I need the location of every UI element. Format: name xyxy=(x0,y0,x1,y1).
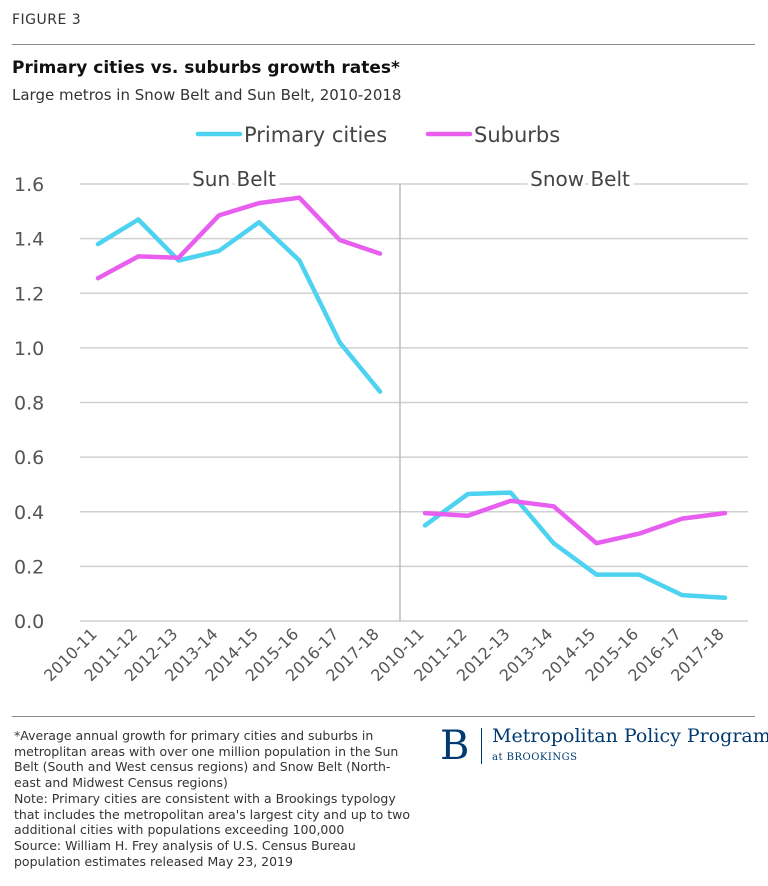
y-tick-label: 1.6 xyxy=(14,174,44,196)
panel-title: Sun Belt xyxy=(192,167,276,191)
footnote-line: population estimates released May 23, 20… xyxy=(14,853,293,869)
footnote-line: additional cities with populations excee… xyxy=(14,822,345,838)
y-tick-label: 0.6 xyxy=(14,447,44,469)
chart-subtitle: Large metros in Snow Belt and Sun Belt, … xyxy=(12,86,402,104)
logo-separator xyxy=(481,728,482,764)
chart-title: Primary cities vs. suburbs growth rates* xyxy=(12,58,400,78)
footnote-line: *Average annual growth for primary citie… xyxy=(14,728,374,743)
footnote-line: Source: William H. Frey analysis of U.S.… xyxy=(14,837,356,853)
y-tick-label: 1.4 xyxy=(14,229,44,251)
figure-label: FIGURE 3 xyxy=(12,12,82,28)
bottom-divider xyxy=(12,716,755,717)
footnote-line: metroplitan areas with over one million … xyxy=(14,743,399,759)
series-line-suburbs xyxy=(422,498,728,546)
y-tick-label: 1.0 xyxy=(14,338,44,360)
footnote-line: that includes the metropolitan area's la… xyxy=(14,806,410,822)
footnote-line: east and Midwest Census regions) xyxy=(14,775,228,791)
footnote-line: Belt (South and West census regions) and… xyxy=(14,759,391,775)
series-line-primary-cities xyxy=(422,490,728,601)
y-tick-label: 0.4 xyxy=(14,502,44,524)
series-line-primary-cities xyxy=(95,217,383,394)
logo-subtitle: at BROOKINGS xyxy=(492,752,578,763)
y-tick-label: 1.2 xyxy=(14,283,44,305)
footnote: *Average annual growth for primary citie… xyxy=(14,728,424,869)
footnote-line: Note: Primary cities are consistent with… xyxy=(14,790,396,806)
logo-program-name: Metropolitan Policy Program xyxy=(492,725,768,747)
series-line-suburbs xyxy=(95,195,383,281)
top-divider xyxy=(12,44,755,45)
brookings-b-logo-icon: B xyxy=(440,723,470,769)
y-tick-label: 0.2 xyxy=(14,556,44,578)
line-chart: 0.0 0.2 0.4 0.6 0.8 1.0 1.2 1.4 1.6 Primary citie… xyxy=(14,123,748,685)
panel-title: Snow Belt xyxy=(530,167,630,191)
legend-label: Suburbs xyxy=(474,123,560,147)
y-tick-label: 0.8 xyxy=(14,393,44,415)
y-tick-label: 0.0 xyxy=(14,611,44,633)
legend-label: Primary cities xyxy=(244,123,387,147)
brookings-logo: B Metropolitan Policy Program at BROOKIN… xyxy=(440,723,768,769)
